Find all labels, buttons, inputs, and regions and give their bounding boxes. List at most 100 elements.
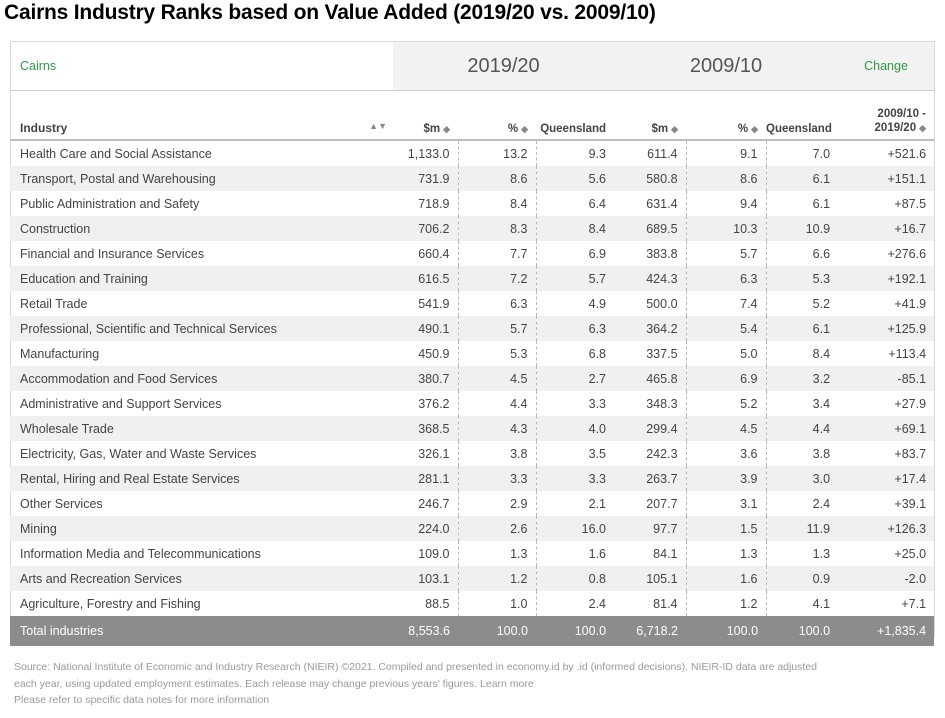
pct-2019: 1.3: [458, 541, 537, 566]
col-sm-2019-label: $m: [423, 123, 441, 135]
sm-2009: 105.1: [614, 566, 687, 591]
qld-2019: 6.3: [536, 316, 615, 341]
qld-2009: 8.4: [812, 346, 831, 361]
col-change[interactable]: 2009/10 - 2019/20 ◆: [838, 90, 935, 141]
col-sm-2009[interactable]: $m ◆: [614, 90, 687, 141]
qld-2019: 4.9: [588, 296, 607, 311]
industry-name: Mining: [10, 516, 393, 541]
qld-2019: 9.3: [588, 146, 607, 161]
source-line: Please refer to specific data notes for …: [14, 694, 270, 706]
sort-icon[interactable]: ◆: [671, 124, 679, 134]
pct-2009: 10.3: [686, 216, 767, 241]
table-row: Professional, Scientific and Technical S…: [10, 316, 935, 341]
industry-name: Manufacturing: [20, 346, 100, 361]
period-header-2009: 2009/10: [614, 42, 839, 91]
sort-icon[interactable]: ◆: [751, 124, 759, 134]
sm-2019: 103.1: [393, 566, 459, 591]
col-qld-2019[interactable]: Queensland: [536, 90, 615, 141]
pct-2019: 6.3: [458, 291, 537, 316]
qld-2009: 2.4: [812, 496, 831, 511]
sm-2009: 207.7: [614, 491, 687, 516]
col-qld-2009-label: Queensland: [766, 123, 832, 135]
total-qld-2019: 100.0: [536, 616, 615, 646]
pct-2019: 3.8: [458, 441, 537, 466]
total-label: Total industries: [10, 616, 393, 646]
industry-name: Accommodation and Food Services: [10, 366, 393, 391]
industry-name: Transport, Postal and Warehousing: [10, 166, 393, 191]
sort-icon[interactable]: ▲▼: [369, 121, 387, 131]
pct-2019: 1.0: [458, 591, 537, 616]
table-row: Construction 706.2 8.3 8.4 689.5 10.3 10.9 +16.…: [10, 216, 935, 241]
qld-2019: 2.4: [588, 596, 607, 611]
total-sm-2019: 8,553.6: [393, 616, 458, 646]
sm-2009: 465.8: [614, 366, 687, 391]
col-qld-2019-label: Queensland: [540, 123, 607, 135]
sm-2019: 541.9: [393, 291, 459, 316]
sm-2009: 337.5: [614, 341, 687, 366]
industry-name: Financial and Insurance Services: [20, 246, 205, 261]
qld-2019: 2.1: [588, 496, 607, 511]
industry-name: Administrative and Support Services: [20, 396, 222, 411]
pct-2009: 5.0: [686, 341, 767, 366]
pct-2009: 3.9: [686, 466, 767, 491]
col-industry[interactable]: Industry ▲▼: [10, 90, 393, 141]
col-sm-2019[interactable]: $m ◆: [393, 90, 458, 141]
sm-2009: 242.3: [614, 441, 687, 466]
table-row: Public Administration and Safety 718.9 8.4…: [10, 191, 934, 216]
sort-icon[interactable]: ◆: [521, 124, 528, 134]
qld-2009: 3.8: [812, 446, 831, 461]
change-value: +113.4: [888, 346, 927, 361]
qld-2009: 7.0: [812, 146, 831, 161]
change-value: +16.7: [838, 216, 935, 241]
change-header: Change: [838, 42, 935, 91]
table-row: Other Services 246.7 2.9 2.1 207.7 3.1 2.4 +39.…: [10, 491, 934, 516]
sort-icon[interactable]: ◆: [919, 123, 927, 133]
pct-2009: 3.6: [686, 441, 767, 466]
qld-2019: 1.6: [588, 546, 607, 561]
qld-2009: 6.1: [766, 166, 839, 191]
total-row: Total industries 8,553.6 100.0 100.0 6,7…: [10, 616, 935, 646]
sm-2009: 689.5: [614, 216, 687, 241]
industry-name: Education and Training: [10, 266, 393, 291]
table-row: Electricity, Gas, Water and Waste Servic…: [10, 441, 934, 466]
qld-2019: 2.7: [536, 366, 615, 391]
qld-2009: 3.2: [766, 366, 839, 391]
industry-name: Public Administration and Safety: [20, 196, 200, 211]
sm-2019: 281.1: [393, 466, 459, 491]
table-row: Arts and Recreation Services 103.1 1.2 0.8 1…: [10, 566, 935, 591]
change-value: -2.0: [838, 566, 935, 591]
change-value: +83.7: [894, 446, 927, 461]
qld-2009: 4.1: [812, 596, 831, 611]
industry-name: Construction: [10, 216, 393, 241]
pct-2019: 8.4: [458, 191, 537, 216]
sm-2019: 660.4: [393, 241, 459, 266]
change-value: -85.1: [838, 366, 935, 391]
col-pct-2019[interactable]: % ◆: [458, 90, 536, 141]
change-value: +151.1: [838, 166, 935, 191]
col-qld-2009[interactable]: Queensland: [766, 90, 839, 141]
sm-2019: 380.7: [393, 366, 459, 391]
sort-icon[interactable]: ◆: [443, 124, 450, 134]
qld-2019: 6.9: [588, 246, 607, 261]
pct-2019: 4.4: [458, 391, 537, 416]
pct-2019: 7.7: [458, 241, 537, 266]
table-row: Manufacturing 450.9 5.3 6.8 337.5 5.0 8.4 +113.…: [10, 341, 934, 366]
industry-name: Health Care and Social Assistance: [20, 146, 212, 161]
pct-2009: 5.2: [686, 391, 767, 416]
pct-2009: 3.1: [686, 491, 767, 516]
qld-2009: 1.3: [812, 546, 831, 561]
pct-2009: 7.4: [686, 291, 767, 316]
sm-2019: 368.5: [393, 416, 459, 441]
pct-2019: 8.3: [458, 216, 537, 241]
col-pct-2009[interactable]: % ◆: [686, 90, 767, 141]
col-pct-2009-label: %: [737, 123, 749, 135]
sm-2019: 224.0: [393, 516, 459, 541]
sm-2019: 718.9: [393, 191, 459, 216]
change-value: +126.3: [838, 516, 935, 541]
period-header-2019: 2019/20: [393, 42, 615, 91]
qld-2009: 3.0: [766, 466, 839, 491]
sm-2019: 109.0: [393, 541, 459, 566]
region-label: Cairns: [20, 59, 57, 73]
sm-2019: 731.9: [393, 166, 459, 191]
table-row: Agriculture, Forestry and Fishing 88.5 1.0…: [10, 591, 934, 616]
